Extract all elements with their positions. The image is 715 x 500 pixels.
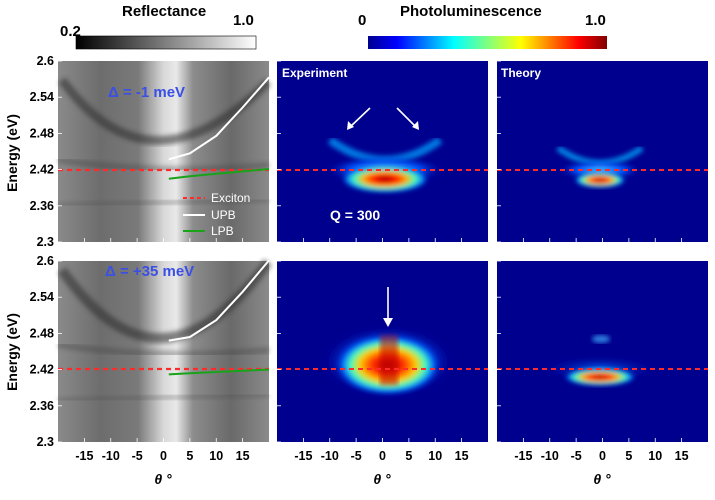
experiment-panel-2 [277, 261, 488, 442]
y-tick-label-row2-4: 2.36 [30, 399, 54, 413]
xlabel-2: θ ° [373, 471, 391, 487]
x-tick-label-panel3-4: 5 [625, 449, 632, 463]
reflectance-colorbar-min: 0.2 [60, 23, 81, 40]
detuning-label-1: Δ = -1 meV [108, 84, 185, 101]
y-tick-label-row1-2: 2.48 [30, 126, 54, 140]
y-tick-label-row2-5: 2.3 [37, 435, 54, 449]
x-tick-label-panel3-1: -10 [541, 449, 559, 463]
x-tick-label-panel2-6: 15 [455, 449, 469, 463]
legend-exciton-label: Exciton [211, 191, 250, 205]
x-tick-label-panel1-5: 10 [209, 449, 223, 463]
lpb-curve-1 [168, 168, 270, 180]
reflectance-panel-1: Δ = -1 meV Exciton UPB LPB [57, 61, 272, 242]
experiment-panel-1: Experiment Q = 300 [277, 61, 488, 242]
x-tick-label-panel2-3: 0 [379, 449, 386, 463]
x-tick-label-panel2-5: 10 [428, 449, 442, 463]
x-tick-label-panel3-0: -15 [514, 449, 532, 463]
y-tick-label-row1-5: 2.3 [37, 235, 54, 249]
x-tick-label-panel1-6: 15 [236, 449, 250, 463]
pl-colorbar-min: 0 [358, 12, 366, 29]
arrow-left [349, 107, 371, 128]
upb-curve-2 [168, 259, 270, 342]
legend-upb-label: UPB [211, 208, 236, 222]
legend-lpb-label: LPB [211, 224, 234, 238]
pl-colorbar [368, 36, 607, 49]
theory-panel-1: Theory [497, 61, 708, 242]
ylabel-row2: Energy (eV) [4, 313, 20, 391]
axes: 2.6 2.54 2.48 2.42 2.36 2.3 2.6 2.54 2.48 2.42 2.3… [30, 54, 689, 463]
x-tick-label-panel1-2: -5 [132, 449, 143, 463]
pl-colorbar-title: Photoluminescence [400, 3, 542, 20]
x-tick-label-panel2-1: -10 [321, 449, 339, 463]
x-tick-label-panel2-2: -5 [351, 449, 362, 463]
pl-colorbar-max: 1.0 [585, 12, 606, 29]
y-tick-label-row1-0: 2.6 [37, 54, 54, 68]
x-tick-label-panel1-4: 5 [186, 449, 193, 463]
reflectance-colorbar-title: Reflectance [122, 3, 206, 20]
y-tick-label-row2-3: 2.42 [30, 363, 54, 377]
theory-panel-2 [497, 261, 708, 442]
y-tick-label-row2-0: 2.6 [37, 254, 54, 268]
x-tick-label-panel1-3: 0 [160, 449, 167, 463]
x-tick-label-panel3-6: 15 [675, 449, 689, 463]
reflectance-colorbar-max: 1.0 [233, 12, 254, 29]
reflectance-panel-2: Δ = +35 meV [57, 259, 273, 442]
x-tick-label-panel1-1: -10 [102, 449, 120, 463]
x-tick-label-panel3-3: 0 [599, 449, 606, 463]
upb-curve-1 [168, 76, 270, 161]
arrow-right [396, 107, 417, 128]
detuning-label-2: Δ = +35 meV [105, 263, 194, 280]
ylabel-row1: Energy (eV) [4, 114, 20, 192]
experiment-title: Experiment [282, 66, 347, 80]
x-tick-label-panel2-4: 5 [405, 449, 412, 463]
y-tick-label-row2-1: 2.54 [30, 290, 54, 304]
x-tick-label-panel2-0: -15 [294, 449, 312, 463]
theory-title: Theory [501, 66, 541, 80]
y-tick-label-row1-4: 2.36 [30, 199, 54, 213]
lpb-curve-2 [168, 368, 270, 376]
xlabel-3: θ ° [593, 471, 611, 487]
y-tick-label-row1-3: 2.42 [30, 163, 54, 177]
y-tick-label-row2-2: 2.48 [30, 326, 54, 340]
x-tick-label-panel3-5: 10 [648, 449, 662, 463]
x-tick-label-panel1-0: -15 [75, 449, 93, 463]
xlabel-1: θ ° [154, 471, 172, 487]
y-tick-label-row1-1: 2.54 [30, 90, 54, 104]
q-label: Q = 300 [330, 207, 380, 223]
reflectance-colorbar [75, 35, 257, 50]
x-tick-label-panel3-2: -5 [571, 449, 582, 463]
